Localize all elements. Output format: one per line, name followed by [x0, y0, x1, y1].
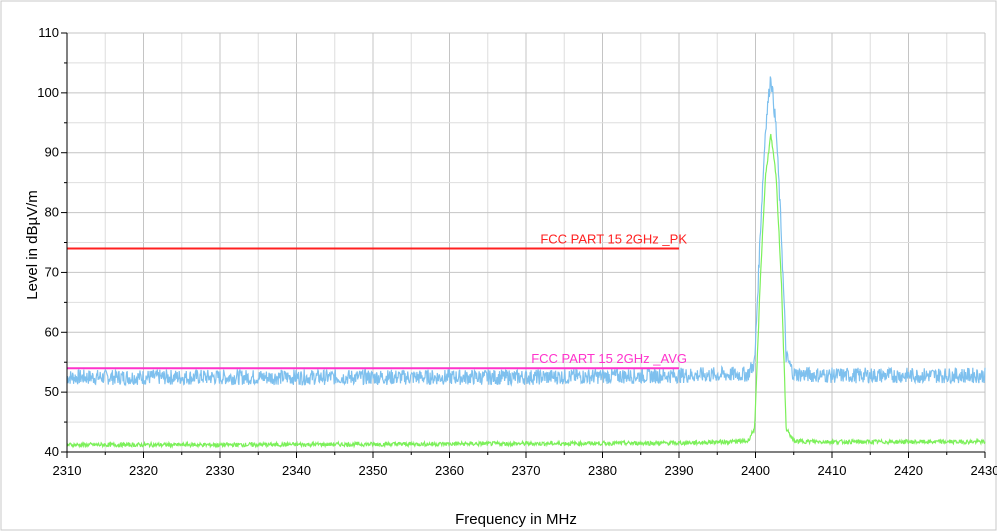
x-tick-label: 2390	[665, 463, 694, 478]
x-tick-label: 2330	[206, 463, 235, 478]
y-tick-label: 50	[45, 384, 59, 399]
y-tick-label: 90	[45, 145, 59, 160]
grid	[66, 32, 986, 453]
x-tick-label: 2370	[512, 463, 541, 478]
y-tick-label: 110	[38, 25, 59, 40]
x-tick-label: 2350	[359, 463, 388, 478]
x-tick-label: 2420	[894, 463, 923, 478]
x-tick-label: 2430	[971, 463, 997, 478]
y-tick-label: 100	[37, 85, 59, 100]
limit-label-avg: FCC PART 15 2GHz _AVG	[531, 351, 687, 366]
y-tick-label: 80	[45, 205, 59, 220]
limit-lines: FCC PART 15 2GHz _PK FCC PART 15 2GHz _AV…	[67, 231, 687, 370]
x-tick-label: 2310	[53, 463, 82, 478]
x-tick-label: 2320	[129, 463, 158, 478]
x-tick-label: 2340	[282, 463, 311, 478]
x-tick-label: 2410	[818, 463, 847, 478]
y-tick-label: 70	[45, 264, 59, 279]
y-axis-title: Level in dBµV/m	[24, 190, 41, 300]
series-trace-1	[66, 76, 986, 387]
limit-label-pk: FCC PART 15 2GHz _PK	[540, 231, 687, 246]
x-tick-label: 2400	[741, 463, 770, 478]
x-tick-label: 2380	[588, 463, 617, 478]
x-tick-label: 2360	[435, 463, 464, 478]
y-tick-label: 40	[45, 444, 59, 459]
axes: 2310 2320 2330 2340 2350 2360 2370 2380 2390 2400…	[37, 25, 997, 478]
x-axis-title: Frequency in MHz	[455, 511, 577, 528]
y-tick-label: 60	[45, 324, 59, 339]
series-layer	[66, 76, 986, 449]
series-trace-2	[66, 133, 986, 449]
